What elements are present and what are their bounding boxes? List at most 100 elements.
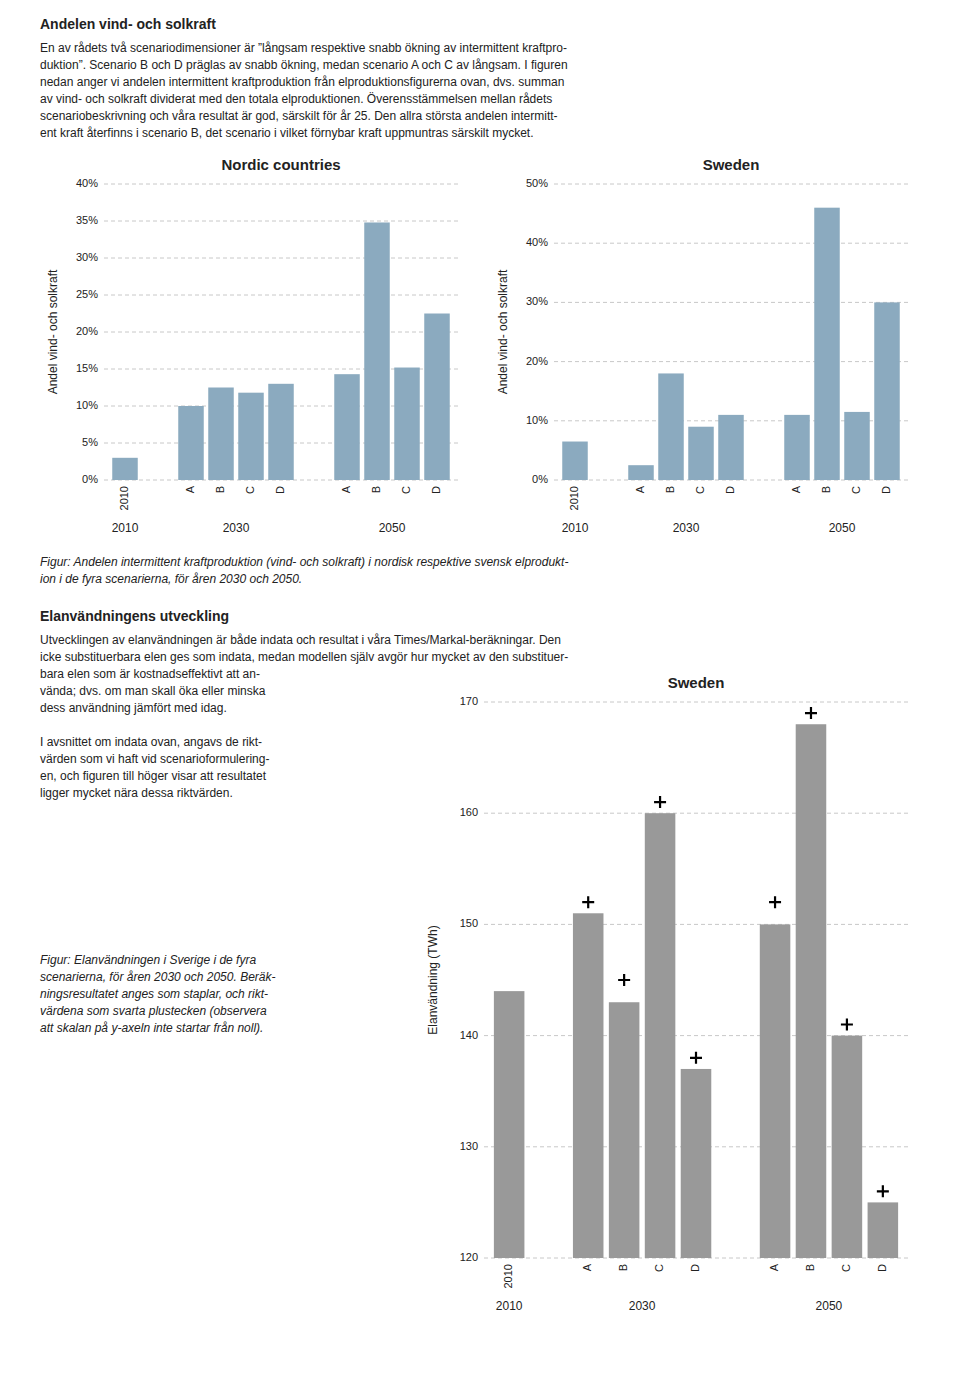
caption-line: scenarierna, för åren 2030 och 2050. Ber… xyxy=(40,969,410,986)
bar xyxy=(645,813,676,1258)
x-tick-label: D xyxy=(724,486,736,494)
bar xyxy=(238,393,264,480)
marker xyxy=(841,1018,853,1030)
group-label: 2050 xyxy=(379,521,406,535)
y-tick-label: 35% xyxy=(76,214,98,226)
x-tick-label: A xyxy=(184,485,196,493)
y-tick-label: 30% xyxy=(526,295,548,307)
y-tick-label: 50% xyxy=(526,177,548,189)
text-line: scenariobeskrivning och våra resultat är… xyxy=(40,108,920,125)
grid-line xyxy=(484,924,908,925)
caption-line: ningsresultatet anges som staplar, och r… xyxy=(40,986,410,1003)
text-line: nedan anger vi andelen intermittent kraf… xyxy=(40,74,920,91)
x-tick-label: 2010 xyxy=(502,1264,514,1288)
chart-title: Sweden xyxy=(668,674,725,691)
text-block: En av rådets två scenariodimensioner är … xyxy=(40,40,920,142)
bar xyxy=(796,724,827,1258)
x-tick-label: D xyxy=(430,486,442,494)
x-tick-label: B xyxy=(804,1264,816,1271)
bar xyxy=(874,302,900,480)
plot-area xyxy=(562,208,900,480)
x-tick-label: A xyxy=(768,1263,780,1271)
marker xyxy=(654,796,666,808)
x-tick-label: A xyxy=(790,485,802,493)
x-tick-label: C xyxy=(653,1264,665,1272)
text-line: I avsnittet om indata ovan, angavs de ri… xyxy=(40,734,410,751)
grid-line xyxy=(554,184,908,185)
y-tick-label: 150 xyxy=(460,917,478,929)
marker xyxy=(618,974,630,986)
section-row: bara elen som är kostnadseffektivt att a… xyxy=(40,666,920,1330)
bar xyxy=(573,913,604,1258)
text-line: En av rådets två scenariodimensioner är … xyxy=(40,40,920,57)
grid-line xyxy=(554,302,908,303)
text-line: icke substituerbara elen ges som indata,… xyxy=(40,649,920,666)
bar-chart: 0%10%20%30%40%50%2010ABCDABCD20102030205… xyxy=(490,148,920,548)
y-axis-label: Andel vind- och solkraft xyxy=(496,269,510,394)
text-line: ent kraft återfinns i scenario B, det sc… xyxy=(40,125,920,142)
x-tick-label: C xyxy=(400,486,412,494)
marker xyxy=(877,1185,889,1197)
y-axis-label: Elanvändning (TWh) xyxy=(426,925,440,1034)
x-tick-label: B xyxy=(664,486,676,493)
y-tick-label: 140 xyxy=(460,1029,478,1041)
x-tick-label: A xyxy=(581,1263,593,1271)
text-block: Utvecklingen av elanvändningen är både i… xyxy=(40,632,920,666)
x-tick-label: D xyxy=(876,1264,888,1272)
grid-line xyxy=(554,361,908,362)
bar xyxy=(784,415,810,480)
group-label: 2010 xyxy=(496,1299,523,1313)
marker xyxy=(582,896,594,908)
bar xyxy=(112,458,138,480)
group-label: 2030 xyxy=(223,521,250,535)
bar xyxy=(208,388,234,481)
y-tick-label: 10% xyxy=(76,399,98,411)
plot-area xyxy=(112,222,450,480)
bar xyxy=(760,924,791,1258)
bar xyxy=(844,412,870,480)
chart-title: Sweden xyxy=(703,156,760,173)
y-tick-label: 20% xyxy=(76,325,98,337)
bar xyxy=(609,1002,640,1258)
x-tick-label: B xyxy=(214,486,226,493)
text-line: av vind- och solkraft dividerat med den … xyxy=(40,91,920,108)
y-tick-label: 20% xyxy=(526,355,548,367)
y-tick-label: 15% xyxy=(76,362,98,374)
bar xyxy=(394,368,420,480)
group-label: 2010 xyxy=(112,521,139,535)
group-label: 2030 xyxy=(673,521,700,535)
grid xyxy=(104,184,458,480)
y-tick-label: 40% xyxy=(526,236,548,248)
y-tick-label: 0% xyxy=(82,473,98,485)
x-tick-label: C xyxy=(244,486,256,494)
y-tick-label: 130 xyxy=(460,1140,478,1152)
x-tick-label: C xyxy=(850,486,862,494)
bar xyxy=(868,1202,899,1258)
bar xyxy=(494,991,525,1258)
text-line: en, och figuren till höger visar att res… xyxy=(40,768,410,785)
section-title: Elanvändningens utveckling xyxy=(40,608,920,624)
bar-chart: 1201301401501601702010ABCDABCD2010203020… xyxy=(420,666,920,1326)
text-line: duktion”. Scenario B och D präglas av sn… xyxy=(40,57,920,74)
caption-line: Figur: Andelen intermittent kraftprodukt… xyxy=(40,554,920,571)
bar xyxy=(334,374,360,480)
grid xyxy=(554,184,908,480)
marker xyxy=(769,896,781,908)
bar xyxy=(178,406,204,480)
paragraph: bara elen som är kostnadseffektivt att a… xyxy=(40,666,410,717)
y-tick-label: 25% xyxy=(76,288,98,300)
x-tick-label: 2010 xyxy=(118,486,130,510)
x-tick-label: B xyxy=(820,486,832,493)
caption-line: värdena som svarta plustecken (observera xyxy=(40,1003,410,1020)
text-line: vända; dvs. om man skall öka eller minsk… xyxy=(40,683,410,700)
bar xyxy=(688,427,714,480)
grid-line xyxy=(554,243,908,244)
y-axis-label: Andel vind- och solkraft xyxy=(46,269,60,394)
caption-line: Figur: Elanvändningen i Sverige i de fyr… xyxy=(40,952,410,969)
bar xyxy=(718,415,744,480)
charts-row: 0%5%10%15%20%25%30%35%40%2010ABCDABCD201… xyxy=(40,148,920,548)
text-column: bara elen som är kostnadseffektivt att a… xyxy=(40,666,410,1330)
x-tick-label: 2010 xyxy=(568,486,580,510)
bar xyxy=(681,1069,712,1258)
y-tick-label: 170 xyxy=(460,695,478,707)
